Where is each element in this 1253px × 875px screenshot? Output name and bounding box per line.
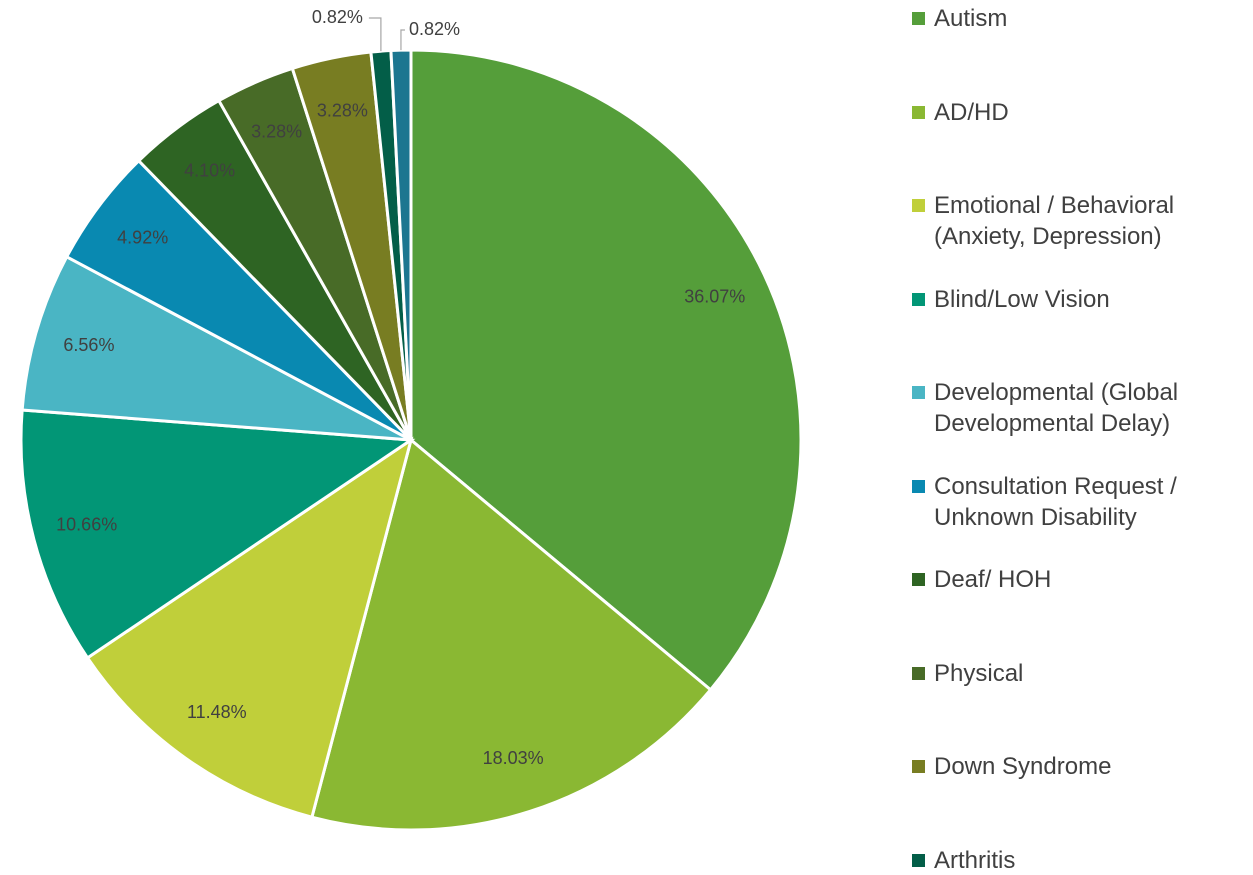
legend-item: Autism (912, 3, 1248, 34)
pie-slice (310, 437, 713, 832)
legend-swatch (912, 386, 925, 399)
data-label: 3.28% (251, 121, 302, 141)
data-label: 10.66% (56, 514, 117, 534)
pie-slice (20, 254, 412, 442)
pie-slice (19, 408, 416, 660)
legend-label: Developmental (Global Developmental Dela… (934, 379, 1179, 437)
legend-swatch (912, 12, 925, 25)
data-label: 36.07% (684, 287, 745, 307)
legend-item: Down Syndrome (912, 751, 1248, 782)
legend-item: Blind/Low Vision (912, 284, 1248, 315)
legend-label: Down Syndrome (934, 753, 1112, 780)
legend-label: Deaf/ HOH (934, 566, 1052, 593)
legend-item: AD/HD (912, 97, 1248, 128)
data-label: 4.92% (117, 227, 168, 247)
legend-swatch (912, 479, 925, 493)
legend-item: Deaf/ HOH (912, 564, 1248, 595)
pie-area: 36.07% 18.03% 11.48% 10.66% 6.56% 4.92% 4.10% 3… (19, 7, 803, 832)
legend-swatch (912, 199, 925, 212)
legend-item: Arthritis (912, 845, 1248, 875)
legend-swatch (912, 666, 925, 680)
data-label: 0.82% (312, 7, 363, 27)
legend-label: Emotional / Behavioral (Anxiety, Depress… (934, 192, 1175, 250)
legend-label: Physical (934, 659, 1024, 687)
legend-label: Arthritis (934, 846, 1016, 874)
pie-slice (409, 48, 803, 692)
data-label: 6.56% (63, 335, 114, 355)
data-label: 4.10% (184, 161, 235, 181)
legend-swatch (912, 292, 925, 306)
data-label: 18.03% (483, 748, 544, 768)
leader-line (400, 29, 405, 51)
legend-item: Developmental (Global Developmental Dela… (912, 377, 1248, 439)
legend-swatch (912, 760, 925, 773)
legend-label: Autism (934, 5, 1008, 32)
legend-label: Blind/Low Vision (934, 285, 1110, 313)
data-label: 11.48% (187, 702, 247, 722)
legend-item: Physical (912, 658, 1248, 689)
legend-label: AD/HD (934, 98, 1009, 126)
legend-swatch (912, 573, 925, 586)
legend-label: Consultation Request / Unknown Disabilit… (934, 472, 1177, 531)
leader-line (368, 17, 382, 52)
data-label: 3.28% (317, 100, 368, 120)
legend-swatch (912, 853, 925, 867)
legend-swatch (912, 105, 925, 119)
legend-item: Consultation Request / Unknown Disabilit… (912, 471, 1248, 533)
pie-slice (85, 436, 414, 820)
legend-item: Emotional / Behavioral (Anxiety, Depress… (912, 190, 1248, 252)
data-label: 0.82% (409, 19, 460, 39)
